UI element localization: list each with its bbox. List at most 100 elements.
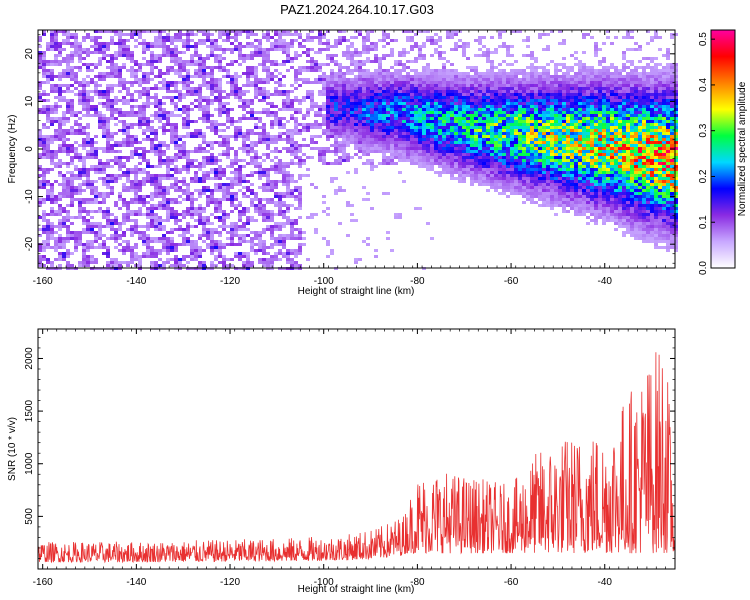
heatmap-cell xyxy=(214,249,218,252)
heatmap-cell xyxy=(206,99,210,102)
heatmap-cell xyxy=(382,144,386,147)
heatmap-cell xyxy=(102,252,106,255)
heatmap-cell xyxy=(170,84,174,87)
heatmap-cell xyxy=(350,111,354,114)
heatmap-cell xyxy=(146,255,150,258)
heatmap-cell xyxy=(366,129,370,132)
heatmap-cell xyxy=(66,192,70,195)
heatmap-cell xyxy=(422,132,426,135)
heatmap-cell xyxy=(98,192,102,195)
heatmap-cell xyxy=(230,195,234,198)
heatmap-cell xyxy=(146,99,150,102)
heatmap-cell xyxy=(246,57,250,60)
heatmap-cell xyxy=(178,213,182,216)
heatmap-cell xyxy=(210,264,214,267)
heatmap-cell xyxy=(342,144,346,147)
heatmap-cell xyxy=(322,102,326,105)
heatmap-cell xyxy=(158,60,162,63)
heatmap-cell xyxy=(78,42,82,45)
heatmap-cell xyxy=(138,117,142,120)
heatmap-cell xyxy=(38,66,42,69)
heatmap-cell xyxy=(290,264,294,267)
heatmap-cell xyxy=(50,261,54,264)
heatmap-cell xyxy=(70,180,74,183)
heatmap-cell xyxy=(222,243,226,246)
heatmap-cell xyxy=(374,105,378,108)
heatmap-cell xyxy=(42,126,46,129)
heatmap-cell xyxy=(162,201,166,204)
heatmap-cell xyxy=(418,30,422,33)
heatmap-cell xyxy=(326,150,330,153)
heatmap-cell xyxy=(202,84,206,87)
heatmap-cell xyxy=(470,177,474,180)
heatmap-cell xyxy=(70,36,74,39)
heatmap-cell xyxy=(386,144,390,147)
heatmap-cell xyxy=(110,228,114,231)
heatmap-cell xyxy=(458,78,462,81)
heatmap-cell xyxy=(390,123,394,126)
heatmap-cell xyxy=(162,123,166,126)
heatmap-cell xyxy=(282,225,286,228)
heatmap-cell xyxy=(222,33,226,36)
heatmap-cell xyxy=(334,54,338,57)
heatmap-cell xyxy=(426,117,430,120)
heatmap-cell xyxy=(74,33,78,36)
heatmap-cell xyxy=(86,123,90,126)
heatmap-cell xyxy=(466,105,470,108)
heatmap-cell xyxy=(230,84,234,87)
heatmap-cell xyxy=(446,159,450,162)
heatmap-cell xyxy=(470,165,474,168)
heatmap-cell xyxy=(278,210,282,213)
heatmap-cell xyxy=(482,138,486,141)
heatmap-cell xyxy=(42,180,46,183)
heatmap-cell xyxy=(98,93,102,96)
heatmap-cell xyxy=(150,195,154,198)
heatmap-cell xyxy=(194,258,198,261)
heatmap-cell xyxy=(198,150,202,153)
heatmap-cell xyxy=(190,195,194,198)
heatmap-cell xyxy=(54,60,58,63)
heatmap-cell xyxy=(282,246,286,249)
heatmap-cell xyxy=(442,69,446,72)
heatmap-cell xyxy=(202,147,206,150)
heatmap-cell xyxy=(130,93,134,96)
heatmap-cell xyxy=(262,174,266,177)
heatmap-cell xyxy=(262,93,266,96)
heatmap-cell xyxy=(46,69,50,72)
heatmap-cell xyxy=(246,147,250,150)
heatmap-cell xyxy=(250,237,254,240)
heatmap-cell xyxy=(246,72,250,75)
heatmap-cell xyxy=(334,147,338,150)
heatmap-cell xyxy=(278,78,282,81)
heatmap-cell xyxy=(210,51,214,54)
heatmap-cell xyxy=(130,51,134,54)
heatmap-cell xyxy=(422,78,426,81)
heatmap-cell xyxy=(178,261,182,264)
heatmap-cell xyxy=(254,81,258,84)
heatmap-cell xyxy=(322,195,326,198)
heatmap-cell xyxy=(438,72,442,75)
heatmap-cell xyxy=(130,258,134,261)
heatmap-cell xyxy=(342,84,346,87)
heatmap-cell xyxy=(270,213,274,216)
heatmap-cell xyxy=(370,99,374,102)
heatmap-cell xyxy=(166,192,170,195)
heatmap-cell xyxy=(454,120,458,123)
heatmap-cell xyxy=(350,63,354,66)
heatmap-cell xyxy=(462,132,466,135)
heatmap-cell xyxy=(142,117,146,120)
heatmap-cell xyxy=(226,192,230,195)
heatmap-cell xyxy=(42,111,46,114)
heatmap-cell xyxy=(146,90,150,93)
heatmap-cell xyxy=(258,249,262,252)
heatmap-cell xyxy=(398,81,402,84)
heatmap-cell xyxy=(490,162,494,165)
heatmap-cell xyxy=(194,210,198,213)
heatmap-cell xyxy=(414,156,418,159)
heatmap-cell xyxy=(398,51,402,54)
heatmap-cell xyxy=(218,108,222,111)
heatmap-cell xyxy=(478,39,482,42)
heatmap-cell xyxy=(138,189,142,192)
heatmap-cell xyxy=(226,189,230,192)
heatmap-cell xyxy=(334,159,338,162)
